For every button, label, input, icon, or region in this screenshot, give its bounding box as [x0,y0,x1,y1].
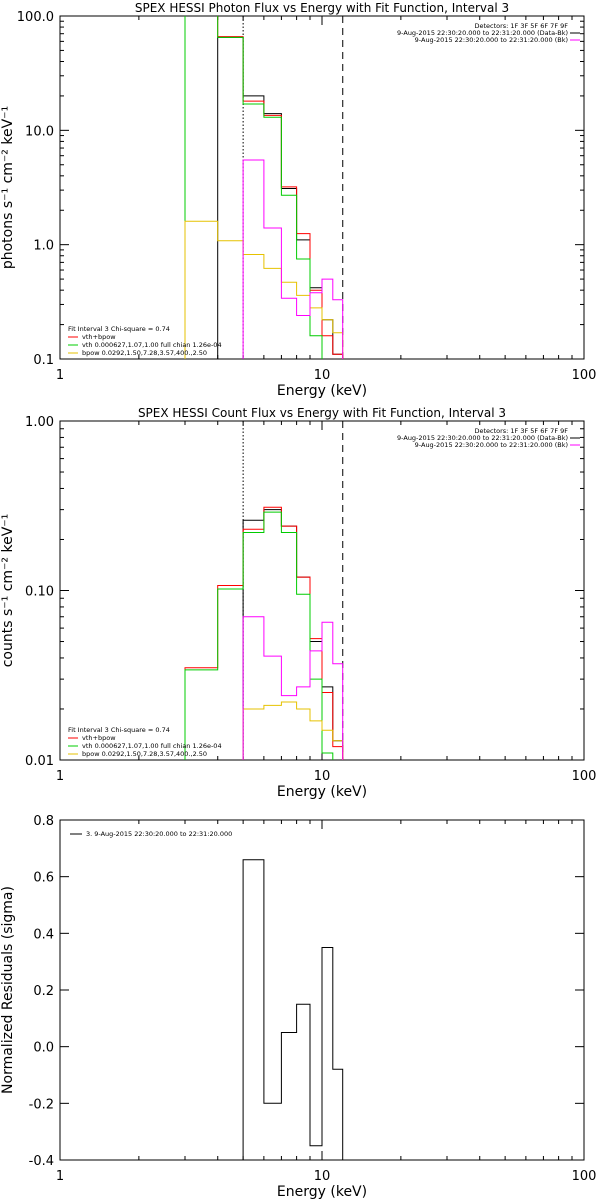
series-vth-step [184,16,323,359]
series-total-step [184,16,344,359]
x-axis-label: Energy (keV) [277,1184,367,1200]
fit-info-entry: bpow 0.0292,1.50,7.28,3.57,400.,2.50 [82,349,207,357]
y-tick-label: 1.00 [25,415,54,430]
y-tick-label: 0.6 [33,871,54,886]
series-bpow-step [184,220,344,359]
fit-info-entry: bpow 0.0292,1.50,7.28,3.57,400.,2.50 [82,750,207,758]
legend-header: Detectors: 1F 3F 5F 6F 7F 9F [474,427,568,435]
y-tick-label: 0.4 [33,927,54,942]
y-tick-label: 0.0 [33,1041,54,1056]
y-tick-label: -0.4 [29,1154,54,1169]
fit-info-entry: vth 0.000627,1.07,1.00 full chian 1.26e-… [82,341,222,349]
y-axis-label: counts s⁻¹ cm⁻² keV⁻¹ [0,514,16,668]
fit-info-line: Fit Interval 3 Chi-square = 0.74 [68,726,170,734]
fit-info-line: Fit Interval 3 Chi-square = 0.74 [68,325,170,333]
legend-entry: 9-Aug-2015 22:30:20.000 to 22:31:20.000 … [415,36,568,44]
x-tick-label: 1 [56,368,64,383]
x-axis-label: Energy (keV) [277,383,367,399]
chart-panel-1: 1 10 100 0.1 1.0 10.0 100.0 SPEX HESSI Photon F… [0,1,597,399]
fit-info-box: Fit Interval 3 Chi-square = 0.74vth+bpow… [68,726,222,758]
y-tick-label: 0.01 [25,754,54,769]
fit-info-entry: vth+bpow [82,333,116,341]
chart-panel-2: 1 10 100 0.01 0.10 1.00 SPEX HESSI Count Flux … [0,406,596,800]
legend: Detectors: 1F 3F 5F 6F 7F 9F9-Aug-2015 2… [397,22,580,44]
plot-area [242,859,344,1160]
legend-header: Detectors: 1F 3F 5F 6F 7F 9F [474,22,568,30]
series-vth-step [184,511,334,760]
series-data-step [217,36,344,359]
plot-area [184,16,344,359]
chart-panel-3: 1 10 100 -0.4 -0.2 0.0 0.2 0.4 0.6 0.8 Energy (keV… [0,814,596,1200]
fit-info-entry: vth 0.000627,1.07,1.00 full chian 1.26e-… [82,742,222,750]
x-tick-label: 100 [572,368,597,383]
y-axis-label: Normalized Residuals (sigma) [0,886,16,1094]
legend-entry: 9-Aug-2015 22:30:20.000 to 22:31:20.000 … [397,434,568,442]
x-tick-label: 100 [572,1169,597,1184]
legend-entry: 3. 9-Aug-2015 22:30:20.000 to 22:31:20.0… [86,830,232,838]
chart-title: SPEX HESSI Count Flux vs Energy with Fit… [138,406,506,420]
legend: Detectors: 1F 3F 5F 6F 7F 9F9-Aug-2015 2… [397,427,580,449]
x-tick-label: 10 [314,1169,331,1184]
y-tick-label: 0.2 [33,984,54,999]
legend-entry: 9-Aug-2015 22:30:20.000 to 22:31:20.000 … [415,441,568,449]
chart-title: SPEX HESSI Photon Flux vs Energy with Fi… [135,1,509,15]
series-data-step [242,859,344,1160]
series-total-step [184,506,344,760]
fit-info-box: Fit Interval 3 Chi-square = 0.74vth+bpow… [68,325,222,357]
x-tick-label: 1 [56,769,64,784]
y-tick-label: 0.8 [33,814,54,829]
series-background-step [242,616,344,760]
y-tick-label: 0.10 [25,585,54,600]
y-axis-label: photons s⁻¹ cm⁻² keV⁻¹ [0,106,16,269]
series-background-step [242,159,344,359]
y-tick-label: 10.0 [25,124,54,139]
y-tick-label: 1.0 [33,239,54,254]
y-tick-label: -0.2 [29,1097,54,1112]
x-tick-label: 100 [572,769,597,784]
plot-area [184,421,344,760]
x-tick-label: 10 [314,368,331,383]
fit-info-entry: vth+bpow [82,734,116,742]
legend-entry: 9-Aug-2015 22:30:20.000 to 22:31:20.000 … [397,29,568,37]
y-tick-label: 0.1 [33,353,54,368]
x-tick-label: 1 [56,1169,64,1184]
x-axis-label: Energy (keV) [277,784,367,800]
y-tick-label: 100.0 [17,10,54,25]
x-tick-label: 10 [314,769,331,784]
series-data-step [242,509,344,760]
legend: 3. 9-Aug-2015 22:30:20.000 to 22:31:20.0… [70,830,232,838]
series-bpow-step [242,701,344,760]
